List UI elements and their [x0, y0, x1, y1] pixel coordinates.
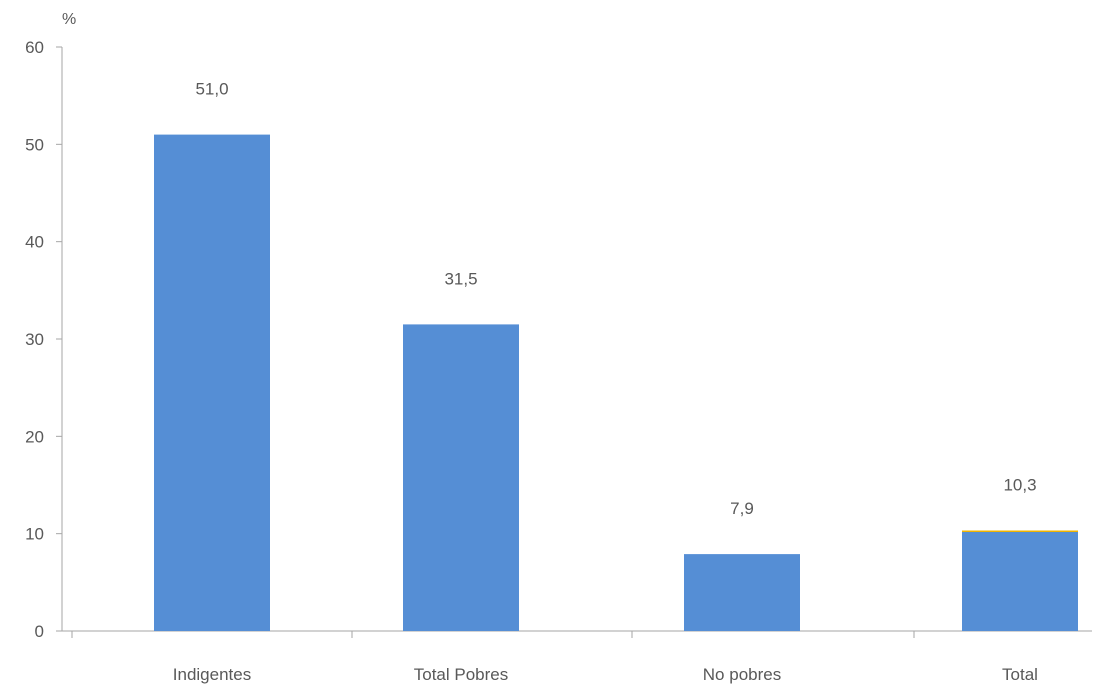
- x-tick-label: Total: [1002, 665, 1038, 684]
- y-tick-label: 0: [35, 622, 44, 641]
- y-tick-label: 50: [25, 135, 44, 154]
- x-tick-label: Indigentes: [173, 665, 251, 684]
- data-label: 7,9: [730, 499, 754, 518]
- data-label: 51,0: [195, 80, 228, 99]
- y-unit-label: %: [62, 11, 76, 28]
- bar: [684, 554, 800, 631]
- y-tick-label: 20: [25, 427, 44, 446]
- y-tick-label: 60: [25, 38, 44, 57]
- y-tick-label: 10: [25, 525, 44, 544]
- bar: [962, 530, 1078, 631]
- x-tick-label: Total Pobres: [414, 665, 509, 684]
- value-labels: 51,0 31,5 7,9 10,3: [195, 80, 1036, 519]
- x-tick-label: No pobres: [703, 665, 781, 684]
- bar: [403, 324, 519, 631]
- bars: [154, 134, 1078, 631]
- data-label: 31,5: [444, 269, 477, 288]
- bar: [154, 134, 270, 631]
- y-tick-label: 40: [25, 233, 44, 252]
- x-axis: Indigentes Total Pobres No pobres Total: [62, 630, 1092, 684]
- y-tick-label: 30: [25, 330, 44, 349]
- data-label: 10,3: [1003, 476, 1036, 495]
- y-axis: 0 10 20 30 40 50 60: [25, 38, 63, 641]
